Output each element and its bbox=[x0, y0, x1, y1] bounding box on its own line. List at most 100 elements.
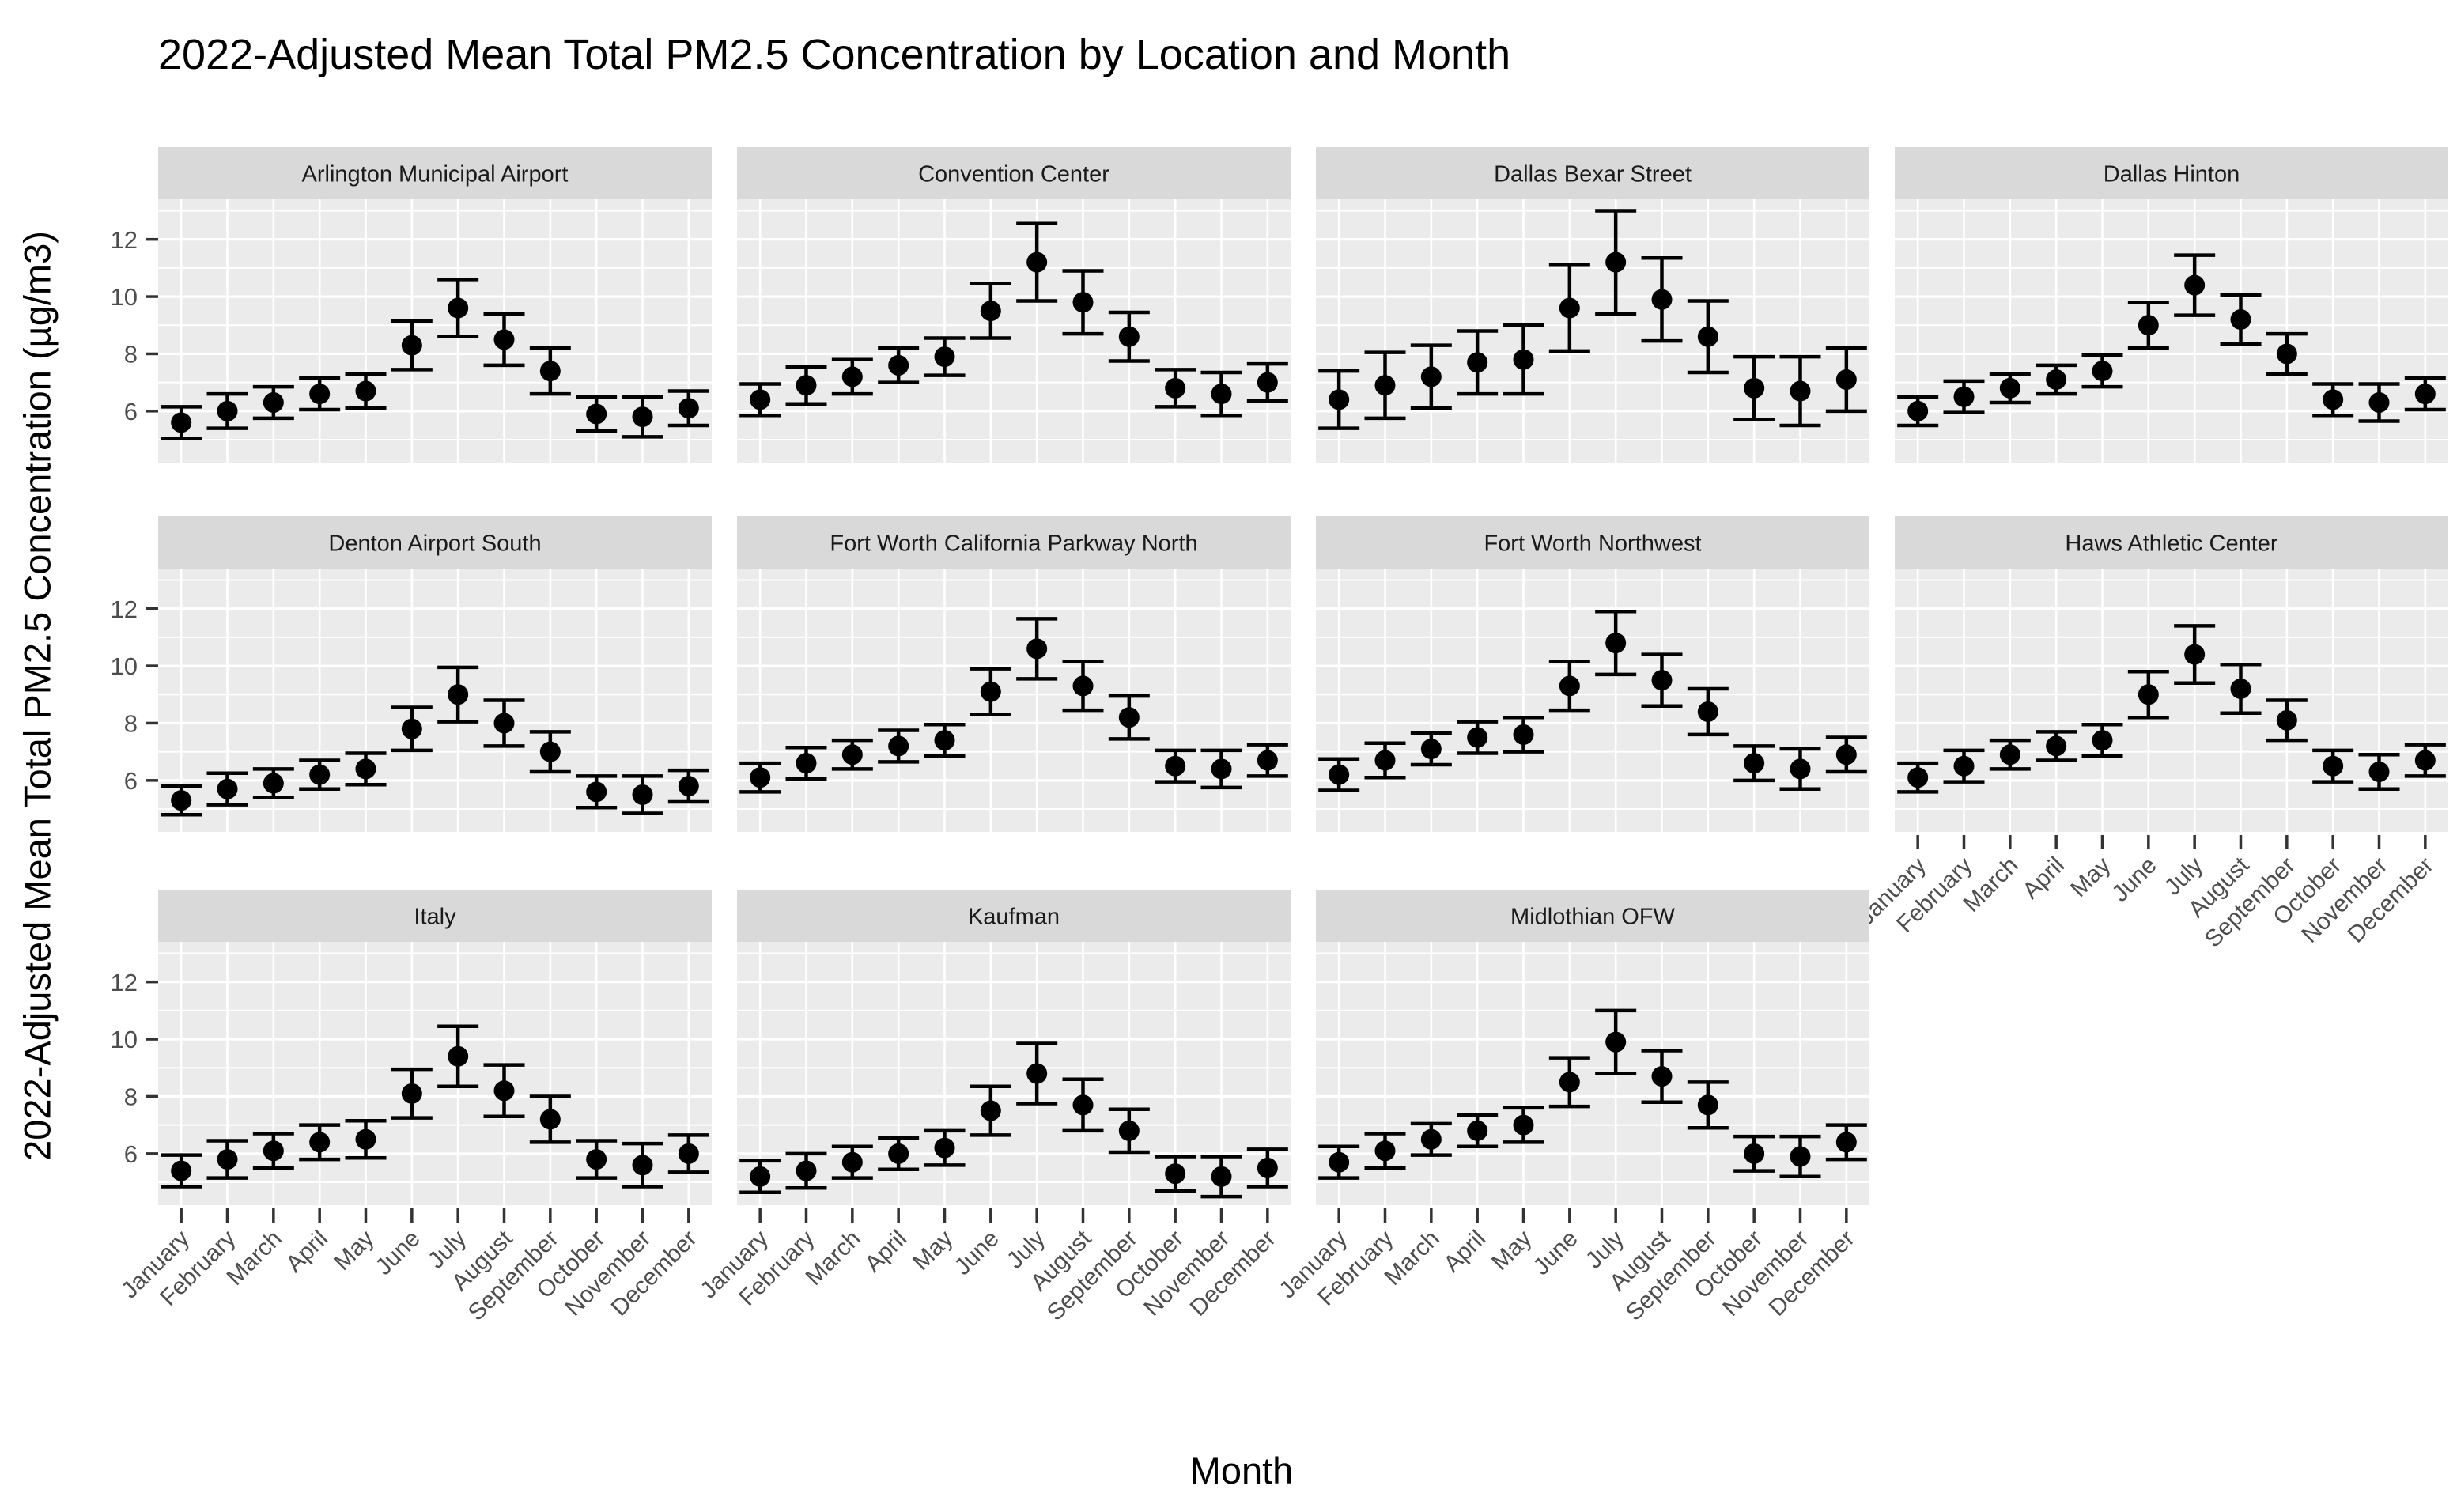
pointrange-july bbox=[437, 1024, 479, 1089]
pointrange-october bbox=[1155, 368, 1196, 409]
pointrange-march bbox=[252, 1132, 294, 1170]
data-point bbox=[1072, 292, 1094, 313]
facet-panel bbox=[737, 199, 1291, 463]
pointrange-december bbox=[1825, 1123, 1867, 1162]
data-point bbox=[632, 406, 653, 428]
pointrange-may bbox=[1503, 1106, 1544, 1144]
pointrange-january bbox=[739, 1159, 781, 1194]
pointrange-june bbox=[970, 282, 1011, 340]
data-point bbox=[1211, 384, 1232, 405]
data-point bbox=[632, 1155, 653, 1176]
data-point bbox=[796, 375, 817, 396]
data-point bbox=[1907, 400, 1929, 421]
pointrange-august bbox=[2220, 293, 2262, 346]
x-tick-label: June bbox=[1528, 1226, 1582, 1280]
facet-strip-label: Haws Athletic Center bbox=[2065, 531, 2278, 556]
data-point bbox=[1559, 297, 1580, 319]
data-point bbox=[263, 391, 284, 413]
facet-midlothian-ofw: Midlothian OFW JanuaryFebruaryMarchAprilM… bbox=[1274, 890, 1869, 1326]
x-tick-label: June bbox=[370, 1226, 425, 1280]
pointrange-november bbox=[1779, 747, 1821, 791]
data-point bbox=[980, 681, 1001, 702]
data-point bbox=[2184, 274, 2206, 296]
data-point bbox=[980, 1100, 1001, 1121]
pointrange-november bbox=[1779, 354, 1821, 428]
pointrange-may bbox=[345, 751, 387, 787]
pointrange-october bbox=[2312, 748, 2354, 784]
pointrange-may bbox=[2081, 353, 2123, 389]
pointrange-october bbox=[1733, 354, 1775, 421]
data-point bbox=[309, 384, 331, 405]
pointrange-april bbox=[299, 1123, 341, 1162]
data-point bbox=[1329, 389, 1350, 410]
facet-panel bbox=[1316, 199, 1869, 463]
x-tick-label: April bbox=[281, 1226, 333, 1278]
facet-strip bbox=[1316, 890, 1869, 942]
pointrange-may bbox=[924, 336, 966, 377]
pointrange-december bbox=[667, 389, 709, 428]
data-point bbox=[2138, 315, 2159, 336]
pointrange-july bbox=[437, 278, 479, 338]
pointrange-february bbox=[206, 1139, 248, 1180]
pointrange-february bbox=[1943, 748, 1985, 784]
pointrange-january bbox=[161, 405, 202, 440]
facet-italy: Italy681012JanuaryFebruaryMarchAprilMayJ… bbox=[111, 890, 712, 1326]
facet-strip bbox=[1895, 147, 2448, 199]
pointrange-september bbox=[1108, 1107, 1150, 1155]
data-point bbox=[888, 1143, 909, 1164]
pointrange-august bbox=[1641, 255, 1683, 343]
pointrange-may bbox=[345, 1118, 387, 1160]
pointrange-november bbox=[1200, 1155, 1242, 1199]
data-point bbox=[1513, 349, 1534, 370]
pointrange-march bbox=[1989, 738, 2031, 771]
pointrange-october bbox=[576, 774, 618, 810]
pointrange-april bbox=[299, 376, 341, 412]
panel-background bbox=[1895, 199, 2448, 463]
pointrange-march bbox=[1410, 1121, 1452, 1157]
facet-panel bbox=[1316, 569, 1869, 832]
data-point bbox=[1118, 326, 1140, 347]
data-point bbox=[2368, 761, 2390, 782]
pointrange-june bbox=[1548, 660, 1590, 713]
pointrange-april bbox=[878, 1136, 920, 1172]
pointrange-february bbox=[206, 771, 248, 807]
data-point bbox=[2230, 679, 2251, 700]
data-point bbox=[1559, 1072, 1580, 1093]
data-point bbox=[841, 1151, 863, 1173]
data-point bbox=[2414, 750, 2436, 771]
pointrange-june bbox=[391, 1067, 433, 1120]
data-point bbox=[678, 776, 699, 797]
y-tick-label: 8 bbox=[124, 710, 138, 738]
data-point bbox=[493, 329, 515, 350]
x-tick-label: April bbox=[860, 1226, 912, 1278]
pointrange-december bbox=[1246, 1147, 1288, 1189]
x-tick-label: May bbox=[329, 1226, 379, 1276]
pointrange-november bbox=[622, 395, 663, 439]
facet-convention-center: Convention Center bbox=[737, 147, 1291, 463]
data-point bbox=[1329, 764, 1350, 785]
pointrange-may bbox=[924, 723, 966, 758]
data-point bbox=[401, 1083, 422, 1104]
facet-kaufman: Kaufman JanuaryFebruaryMarchAprilMayJuneJ… bbox=[695, 890, 1291, 1326]
pointrange-september bbox=[1687, 299, 1729, 375]
data-point bbox=[1835, 369, 1857, 391]
data-point bbox=[796, 1160, 817, 1181]
data-point bbox=[309, 1132, 331, 1153]
data-point bbox=[171, 412, 192, 433]
data-point bbox=[1651, 289, 1673, 310]
data-point bbox=[1790, 1146, 1811, 1167]
x-tick-label: June bbox=[949, 1226, 1004, 1280]
data-point bbox=[1651, 670, 1673, 691]
panel-background bbox=[158, 199, 712, 463]
data-point bbox=[2092, 730, 2113, 751]
data-point bbox=[448, 684, 469, 705]
pointrange-august bbox=[2220, 663, 2262, 716]
data-point bbox=[1420, 739, 1442, 760]
data-point bbox=[2368, 391, 2390, 413]
data-point bbox=[1697, 326, 1718, 347]
pointrange-july bbox=[2174, 624, 2216, 686]
facet-panel bbox=[1895, 199, 2448, 463]
facet-panel bbox=[737, 569, 1291, 832]
facet-panel: 6 8 10 12 bbox=[111, 569, 712, 832]
facet-dallas-hinton: Dallas Hinton bbox=[1895, 147, 2448, 463]
